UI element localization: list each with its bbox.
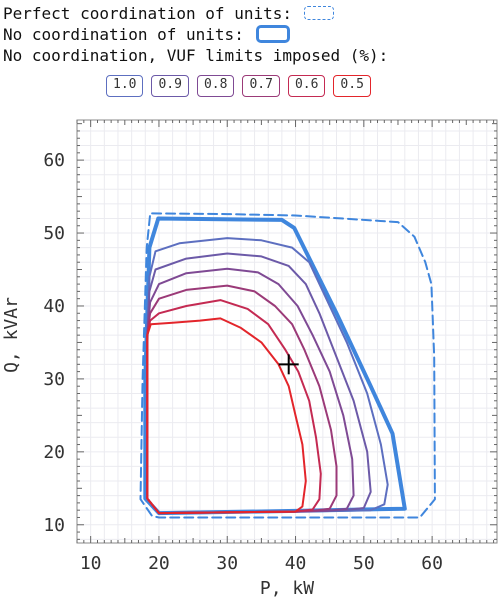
y-axis-label: Q, kVAr xyxy=(1,297,22,373)
legend-vuf-item: 0.5 xyxy=(333,75,371,97)
x-tick-label: 40 xyxy=(285,553,307,574)
legend: Perfect coordination of units: No coordi… xyxy=(0,0,498,100)
series xyxy=(139,212,436,519)
legend-vuf-label: No coordination, VUF limits imposed (%): xyxy=(3,45,389,65)
x-axis-label: P, kW xyxy=(260,578,314,599)
y-tick-label: 10 xyxy=(43,515,65,536)
legend-vuf-row: No coordination, VUF limits imposed (%): xyxy=(3,45,388,65)
y-tick-label: 30 xyxy=(43,369,65,390)
x-tick-label: 10 xyxy=(80,553,102,574)
legend-vuf-item: 0.9 xyxy=(151,75,189,97)
x-tick-label: 30 xyxy=(216,553,238,574)
y-tick-label: 50 xyxy=(43,223,65,244)
y-tick-label: 20 xyxy=(43,442,65,463)
legend-nocoord-swatch xyxy=(255,25,290,43)
legend-vuf-item: 1.0 xyxy=(106,75,144,97)
ticks: 10 20 30 40 50 60 10 20 30 40 50 60 xyxy=(43,120,497,574)
series-line-no-coordination xyxy=(143,216,407,516)
y-tick-label: 60 xyxy=(43,150,65,171)
x-tick-label: 20 xyxy=(148,553,170,574)
legend-perfect-label: Perfect coordination of units: xyxy=(3,3,292,23)
series-line-perfect-coordination xyxy=(139,212,436,519)
legend-perfect-row: Perfect coordination of units: xyxy=(3,3,334,23)
plot-frame xyxy=(76,119,498,544)
series-line-vuf-0-5 xyxy=(146,317,307,515)
legend-vuf-item: 0.6 xyxy=(287,75,326,97)
legend-nocoord-label: No coordination of units: xyxy=(3,24,244,44)
legend-nocoord-row: No coordination of units: xyxy=(3,24,290,44)
x-tick-label: 50 xyxy=(353,553,375,574)
marker xyxy=(278,354,299,375)
y-tick-label: 40 xyxy=(43,296,65,317)
legend-vuf-item: 0.7 xyxy=(242,75,280,97)
legend-vuf-item: 0.8 xyxy=(196,75,235,97)
legend-vuf-items: 1.0 0.9 0.8 0.7 0.6 0.5 xyxy=(106,75,371,97)
legend-perfect-swatch xyxy=(303,6,334,20)
x-tick-label: 60 xyxy=(421,553,443,574)
